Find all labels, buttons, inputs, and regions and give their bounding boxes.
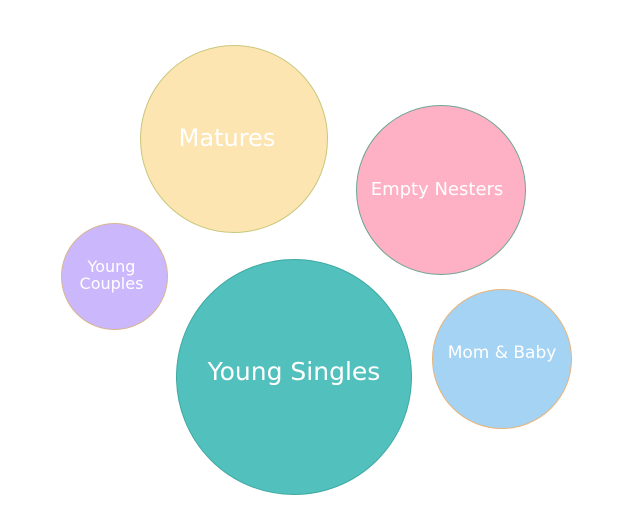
bubble-label: Empty Nesters — [370, 178, 504, 200]
bubble-mom-and-baby: Mom & Baby — [432, 289, 572, 429]
bubble-young-couples: Young Couples — [61, 223, 168, 330]
bubble-label: Young Couples — [79, 256, 144, 293]
bubble-label: Mom & Baby — [447, 343, 557, 364]
bubble-label: Young Singles — [207, 356, 381, 386]
bubble-matures: Matures — [140, 45, 328, 233]
bubble-label: Matures — [178, 124, 276, 153]
bubble-empty-nesters: Empty Nesters — [356, 105, 526, 275]
bubble-young-singles: Young Singles — [176, 259, 412, 495]
